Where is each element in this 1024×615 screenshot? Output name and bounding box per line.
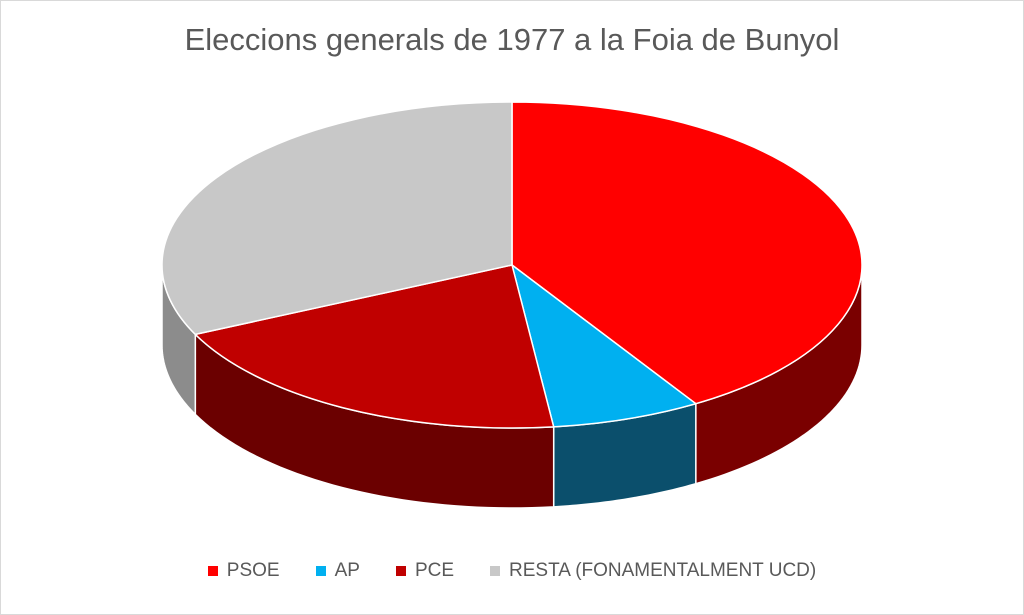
legend-item-resta-fonamentalment-ucd: RESTA (FONAMENTALMENT UCD): [490, 560, 816, 582]
pie-slice-ap: [511, 264, 697, 428]
pie-tops: [161, 101, 863, 429]
pie-slice-psoe: [511, 101, 863, 405]
legend-label: PCE: [414, 560, 455, 581]
legend-item-psoe: PSOE: [207, 560, 280, 582]
legend-item-pce: PCE: [395, 560, 455, 582]
legend-item-ap: AP: [315, 560, 360, 582]
legend-swatch: [207, 566, 218, 576]
legend-swatch: [490, 566, 501, 576]
pie-slice-resta-fonamentalment-ucd: [161, 101, 513, 336]
pie-sides: [161, 264, 863, 509]
legend-label: RESTA (FONAMENTALMENT UCD): [509, 560, 817, 581]
legend-label: AP: [334, 560, 360, 581]
pie-slice-pce: [194, 264, 555, 429]
chart-title: Eleccions generals de 1977 a la Foia de …: [184, 22, 840, 57]
legend-swatch: [395, 566, 406, 576]
legend-swatch: [315, 566, 326, 576]
chart-legend: PSOE AP PCE RESTA (FONAMENTALMENT UCD): [0, 560, 1024, 582]
legend-label: PSOE: [226, 560, 280, 581]
